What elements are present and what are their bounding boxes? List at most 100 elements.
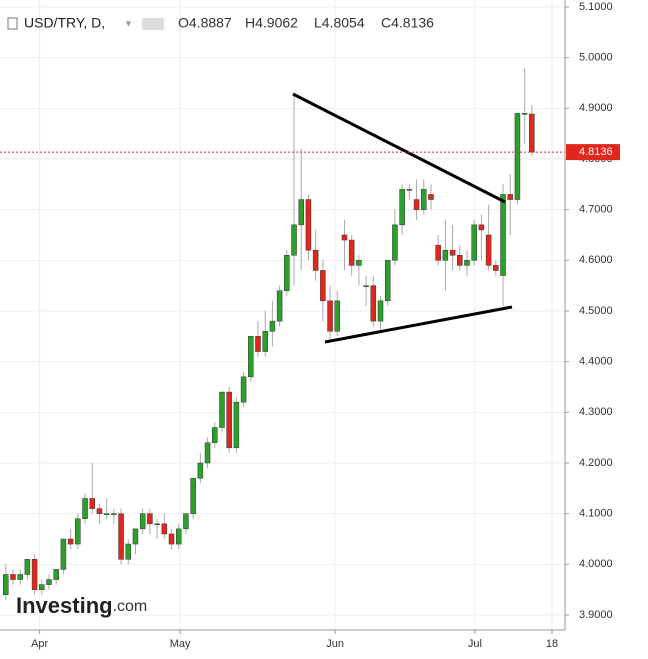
candle-body xyxy=(514,113,521,200)
candle-body xyxy=(219,391,225,428)
candle-body xyxy=(31,559,38,590)
candle-body xyxy=(320,270,326,302)
candle-body xyxy=(103,513,110,515)
y-tick-label: 4.1000 xyxy=(579,508,613,520)
last-price-label: 4.8136 xyxy=(579,146,613,158)
candle-body xyxy=(464,260,470,266)
candle-body xyxy=(75,518,81,545)
dropdown[interactable]: ▼ xyxy=(124,18,133,28)
candle-body xyxy=(3,574,9,595)
candle-body xyxy=(39,584,45,590)
candle-body xyxy=(449,249,456,256)
candle-body xyxy=(204,442,211,464)
candle-body xyxy=(341,234,348,241)
candle-body xyxy=(111,513,117,515)
candle-body xyxy=(291,224,297,256)
candle-body xyxy=(485,234,492,266)
candle-body xyxy=(298,199,304,226)
candle-body xyxy=(269,320,276,332)
y-tick-label: 4.9000 xyxy=(579,102,613,114)
candle-body xyxy=(212,427,218,443)
settings-icon[interactable] xyxy=(142,18,164,30)
x-tick-label: Jul xyxy=(468,638,482,650)
close-label: C4.8136 xyxy=(381,15,434,31)
candle-body xyxy=(500,194,506,276)
candle-body xyxy=(521,113,528,115)
candle-body xyxy=(507,194,513,200)
candle-body xyxy=(363,285,369,287)
candle-body xyxy=(118,513,124,560)
candle-body xyxy=(233,401,240,449)
candle-body xyxy=(168,533,175,545)
candle-body xyxy=(154,523,160,526)
candle-body xyxy=(240,376,247,403)
candle-body xyxy=(67,538,74,545)
watermark-suffix: .com xyxy=(113,598,148,615)
y-tick-label: 4.6000 xyxy=(579,254,613,266)
y-tick-label: 4.2000 xyxy=(579,457,613,469)
candle-body xyxy=(125,543,132,560)
candle-body xyxy=(478,224,485,231)
trend-line xyxy=(324,305,513,344)
candle-body xyxy=(334,300,341,332)
candle-body xyxy=(175,528,182,545)
watermark-main: Investing xyxy=(16,593,113,618)
candle-body xyxy=(529,113,535,153)
y-tick-label: 3.9000 xyxy=(579,609,613,621)
collapse-icon[interactable] xyxy=(7,17,18,30)
candle-body xyxy=(262,331,268,352)
y-tick-label: 4.0000 xyxy=(579,558,613,570)
candle-body xyxy=(312,249,319,271)
candle-body xyxy=(248,336,254,378)
candle-body xyxy=(370,285,377,322)
candle-body xyxy=(442,249,449,261)
candle-body xyxy=(46,579,52,585)
low-label: L4.8054 xyxy=(314,15,365,31)
y-tick-label: 4.5000 xyxy=(579,305,613,317)
candle-body xyxy=(132,528,139,545)
candle-body xyxy=(377,300,384,322)
candle-body xyxy=(147,513,153,525)
candle-body xyxy=(421,189,427,210)
plot xyxy=(3,67,535,600)
candle-body xyxy=(356,260,362,266)
y-tick-label: 4.7000 xyxy=(579,204,613,216)
candle-body xyxy=(17,574,23,580)
candle-body xyxy=(255,336,261,352)
candle-body xyxy=(96,508,103,514)
open-label: O4.8887 xyxy=(178,15,232,31)
candle-body xyxy=(10,574,16,580)
candle-body xyxy=(428,194,434,200)
y-tick-label: 4.3000 xyxy=(579,406,613,418)
candle-body xyxy=(82,498,88,519)
y-tick-label: 5.0000 xyxy=(579,52,613,64)
candle-body xyxy=(190,477,196,514)
candle-body xyxy=(24,559,31,575)
candle-body xyxy=(493,265,499,271)
candle-body xyxy=(471,224,477,261)
candle-body xyxy=(392,224,398,261)
candle-body xyxy=(348,239,355,266)
candle-body xyxy=(305,199,312,251)
candle-body xyxy=(284,255,290,291)
symbol: USD/TRY, D, xyxy=(24,15,105,31)
x-tick-label: May xyxy=(170,638,191,650)
candle-body xyxy=(60,538,67,570)
y-tick-label: 5.1000 xyxy=(579,1,613,13)
candle-body xyxy=(226,391,232,449)
y-tick-label: 4.4000 xyxy=(579,356,613,368)
candle-body xyxy=(413,199,420,210)
candle-body xyxy=(457,255,463,266)
candle-body xyxy=(276,290,283,322)
trend-line xyxy=(292,92,506,204)
x-tick-label: Apr xyxy=(31,638,48,650)
candle-body xyxy=(435,244,441,261)
last-price-box xyxy=(566,144,620,161)
candle-body xyxy=(139,513,146,530)
candle-body xyxy=(161,523,168,535)
high-label: H4.9062 xyxy=(245,15,298,31)
candle-body xyxy=(399,189,405,226)
candle-body xyxy=(183,513,189,530)
